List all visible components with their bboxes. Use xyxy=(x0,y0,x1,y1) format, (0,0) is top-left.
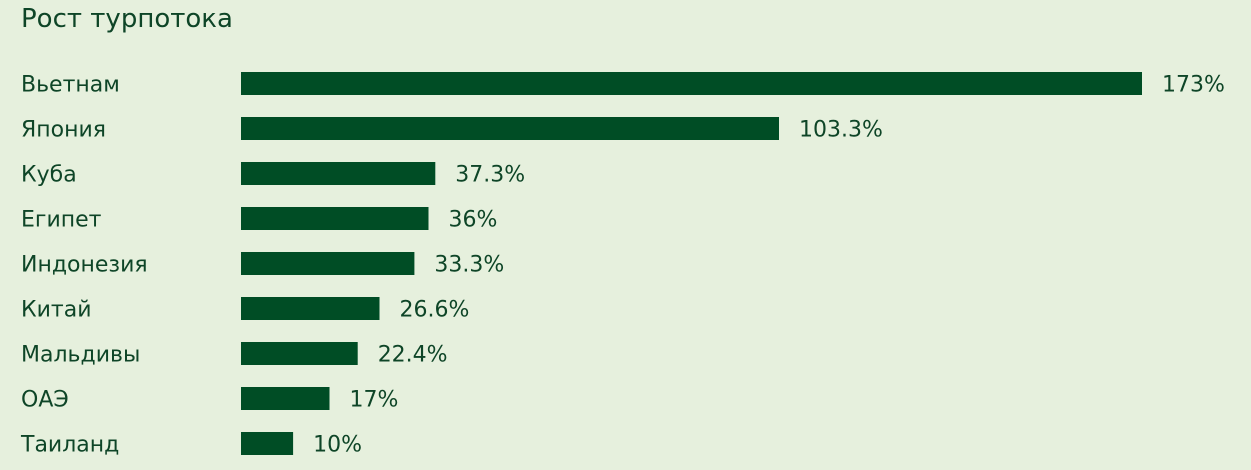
bar xyxy=(241,207,429,230)
value-label: 22.4% xyxy=(378,343,448,368)
bar xyxy=(241,342,358,365)
chart-title: Рост турпотока xyxy=(21,4,233,34)
category-label: Мальдивы xyxy=(21,343,140,368)
bar xyxy=(241,297,380,320)
value-label: 37.3% xyxy=(455,163,525,188)
value-label: 17% xyxy=(350,388,399,413)
bar xyxy=(241,432,294,455)
category-label: Индонезия xyxy=(21,253,148,278)
bar xyxy=(241,252,415,275)
value-label: 173% xyxy=(1162,73,1225,98)
category-label: Куба xyxy=(21,163,77,188)
bar xyxy=(241,387,330,410)
value-label: 36% xyxy=(449,208,498,233)
category-label: Египет xyxy=(21,208,102,233)
category-label: Таиланд xyxy=(20,433,119,458)
value-label: 103.3% xyxy=(799,118,883,143)
value-label: 10% xyxy=(313,433,362,458)
category-label: ОАЭ xyxy=(21,388,69,413)
category-label: Китай xyxy=(21,298,92,323)
category-label: Вьетнам xyxy=(21,73,120,98)
bar xyxy=(241,162,436,185)
bar xyxy=(241,117,779,140)
value-label: 33.3% xyxy=(434,253,504,278)
bar xyxy=(241,72,1142,95)
category-label: Япония xyxy=(21,118,106,143)
value-label: 26.6% xyxy=(400,298,470,323)
